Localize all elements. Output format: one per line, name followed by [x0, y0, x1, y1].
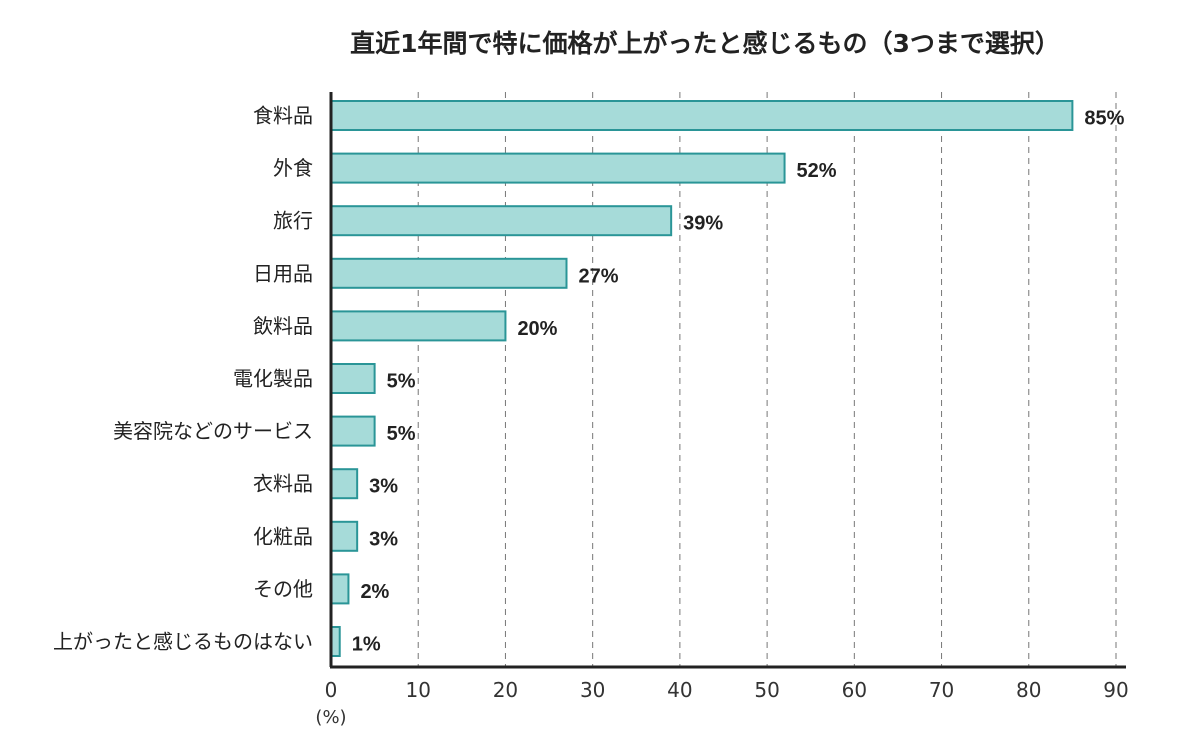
grid-lines	[417, 92, 1117, 667]
value-label: 3%	[369, 528, 398, 550]
x-tick-label: 50	[754, 678, 779, 702]
value-label: 5%	[387, 423, 416, 445]
x-tick-label: 10	[405, 678, 430, 702]
category-label: 化粧品	[253, 524, 313, 548]
category-label: 美容院などのサービス	[113, 419, 313, 443]
category-label: 上がったと感じるものはない	[53, 630, 313, 654]
category-label: 食料品	[253, 104, 313, 128]
value-label: 3%	[369, 476, 398, 498]
bars	[330, 100, 1074, 657]
value-label: 27%	[579, 265, 619, 287]
bar	[330, 100, 1074, 131]
value-label: 39%	[683, 213, 723, 235]
bar	[330, 415, 376, 447]
value-label: 1%	[352, 634, 381, 656]
x-unit-label: (%)	[315, 707, 346, 728]
x-tick-label: 70	[929, 678, 954, 702]
x-tick-label: 0	[325, 678, 338, 702]
x-tick-label: 30	[580, 678, 605, 702]
x-tick-label: 90	[1103, 678, 1128, 702]
category-label: 外食	[273, 156, 313, 180]
x-tick-labels: 0 10 20 30 40 50 60 70 80 90	[325, 678, 1129, 702]
value-label: 5%	[387, 371, 416, 393]
category-labels: 食料品外食旅行日用品飲料品電化製品美容院などのサービス衣料品化粧品その他上がった…	[53, 104, 313, 654]
x-tick-label: 40	[667, 678, 692, 702]
category-label: 飲料品	[253, 314, 313, 338]
category-label: 日用品	[253, 261, 313, 285]
bar	[330, 573, 350, 605]
x-tick-label: 20	[493, 678, 518, 702]
value-labels: 85% 52% 39% 27% 20% 5% 5% 3% 3% 2% 1%	[352, 108, 1125, 656]
bar	[330, 205, 673, 237]
bar	[330, 363, 376, 394]
value-label: 20%	[517, 318, 557, 340]
value-label: 2%	[360, 581, 389, 603]
bar	[330, 468, 359, 500]
bar	[330, 257, 568, 289]
bar	[330, 310, 507, 342]
value-label: 85%	[1084, 108, 1124, 130]
category-label: 旅行	[273, 209, 313, 233]
x-tick-label: 60	[842, 678, 867, 702]
chart-title: 直近1年間で特に価格が上がったと感じるもの（3つまで選択）	[350, 29, 1060, 58]
category-label: 衣料品	[253, 472, 313, 496]
bar	[330, 152, 786, 184]
value-label: 52%	[797, 160, 837, 182]
bar	[330, 520, 359, 552]
category-label: その他	[253, 577, 313, 601]
x-tick-label: 80	[1016, 678, 1041, 702]
category-label: 電化製品	[233, 367, 313, 391]
